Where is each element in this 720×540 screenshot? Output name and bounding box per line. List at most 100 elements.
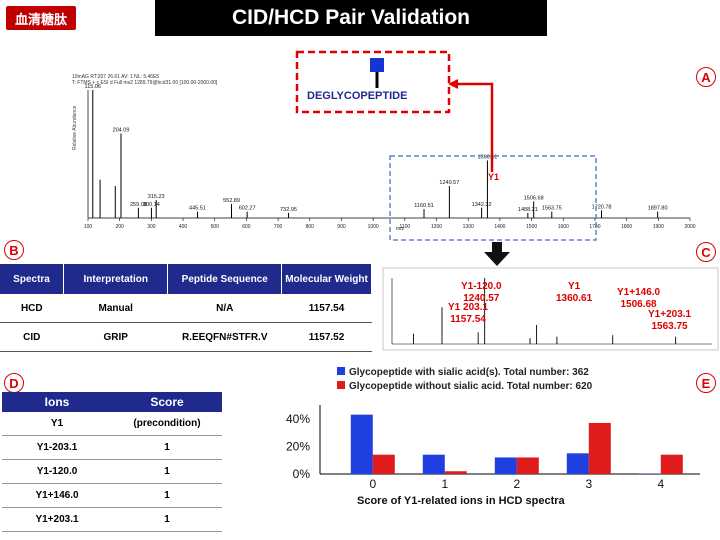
spectrum-xtick-label: 700 (274, 224, 283, 230)
spectrum-xtick-label: 1600 (558, 224, 569, 230)
chart-xlabel: Score of Y1-related ions in HCD spectra (357, 495, 565, 507)
legend-swatch-red-icon (337, 381, 345, 389)
table-b-cell: R.EEQFN#STFR.V (167, 322, 282, 352)
table-d-cell: 1 (112, 459, 222, 484)
panel-label-a: A (696, 67, 716, 87)
legend-item: Glycopeptide without sialic acid. Total … (337, 380, 592, 394)
table-d-col-ions: Ions (2, 392, 112, 412)
legend-swatch-blue-icon (337, 367, 345, 375)
table-b-header: Spectra Interpretation Peptide Sequence … (0, 264, 372, 294)
spectrum-peak-label: 445.51 (189, 206, 206, 212)
panel-label-d: D (4, 373, 24, 393)
zoom-label-mz: 1157.54 (450, 314, 486, 325)
table-b-col-sequence: Peptide Sequence (167, 264, 283, 294)
chart-xtick-label: 2 (513, 477, 520, 491)
spectrum-header-line1: 10mAG RT:207 26.61 AV: 1 NL: 5.46E5 (72, 74, 160, 80)
table-b-col-spectra: Spectra (0, 264, 65, 294)
table-b-col-weight: Molecular Weight (281, 264, 372, 294)
panel-label-c: C (696, 242, 716, 262)
spectrum-peak-label: 1563.75 (542, 206, 562, 212)
table-d-cell: Y1-203.1 (2, 435, 112, 460)
chart-xtick-label: 4 (657, 477, 664, 491)
table-d-cell: Y1-120.0 (2, 459, 112, 484)
bar-chart: 0% 20% 40% 0 1 2 3 4 (286, 405, 700, 491)
table-d-col-score: Score (112, 392, 222, 412)
chart-bar (372, 454, 395, 474)
spectrum-xtick-label: 400 (179, 224, 188, 230)
spectrum-xtick-label: 1400 (494, 224, 505, 230)
chart-xtick-label: 1 (441, 477, 448, 491)
spectrum-xtick-label: 500 (211, 224, 220, 230)
spectrum-peak-label: 259.08 (130, 202, 147, 208)
zoom-label-text: Y1-120.0 (461, 281, 502, 292)
spectrum-xtick-label: 900 (337, 224, 346, 230)
table-d-cell: Y1 (2, 412, 112, 436)
table-row: HCD Manual N/A 1157.54 (0, 294, 372, 323)
zoom-label-text: Y1+203.1 (648, 309, 692, 320)
page-title: CID/HCD Pair Validation (155, 0, 547, 36)
spectrum-xtick-label: 100 (84, 224, 93, 230)
chart-xtick-label: 0 (369, 477, 376, 491)
table-b-cell: Manual (63, 294, 168, 323)
spectrum-peak-label: 315.23 (148, 194, 165, 200)
zoom-label-text: Y1+146.0 (617, 287, 661, 298)
table-b-cell: N/A (167, 294, 282, 323)
table-b-cell: 1157.52 (281, 322, 372, 352)
spectrum-xtick-label: 600 (242, 224, 251, 230)
chart-bar (494, 457, 517, 474)
zoom-label-text: Y1 (567, 281, 581, 292)
table-row: CID GRIP R.EEQFN#STFR.V 1157.52 (0, 322, 372, 352)
table-b-cell: GRIP (63, 322, 168, 352)
spectrum-xtick-label: 1800 (621, 224, 632, 230)
spectrum-peak-label: 1342.32 (472, 202, 492, 208)
zoom-label-y1: Y1 1360.61 (556, 281, 592, 305)
chart-ytick-label: 0% (293, 467, 311, 481)
chart-xtick-label: 3 (585, 477, 592, 491)
zoom-label-y1-120: Y1-120.0 1240.57 (461, 281, 502, 305)
spectrum-xtick-label: 1500 (526, 224, 537, 230)
brand-badge: 血清糖肽 (6, 6, 76, 30)
zoom-label-mz: 1240.57 (463, 293, 500, 304)
table-d-cell: Y1+146.0 (2, 483, 112, 508)
zoom-label-y1-146: Y1+146.0 1506.68 (617, 287, 660, 311)
panel-label-e: E (696, 373, 716, 393)
chart-bar (566, 453, 589, 474)
spectrum-xtick-label: 2000 (684, 224, 695, 230)
y1-peak-label: Y1 (488, 172, 500, 182)
zoom-label-text: Y1 203.1 (448, 302, 489, 313)
deglyco-square-icon (370, 58, 384, 72)
chart-bar (660, 454, 683, 474)
table-d-cell: 1 (112, 483, 222, 508)
spectrum-plot: 100 200 300 400 500 600 700 800 900 1000 1100 1200 1… (84, 84, 696, 232)
zoom-frame (382, 267, 719, 351)
table-row: Y1+146.0 1 (2, 483, 222, 508)
spectrum-peak-label: 1897.80 (648, 206, 668, 212)
table-d-cell: (precondition) (112, 412, 222, 436)
zoom-spectrum (382, 267, 719, 351)
table-row: Y1-203.1 1 (2, 435, 222, 460)
chart-bar (444, 471, 467, 474)
spectrum-xtick-label: 300 (147, 224, 156, 230)
spectrum-peak-label: 732.95 (280, 207, 297, 213)
legend-item: Glycopeptide with sialic acid(s). Total … (337, 366, 592, 380)
table-row: Y1-120.0 1 (2, 459, 222, 484)
table-d: Ions Score Y1 (precondition) Y1-203.1 1 Y1… (2, 392, 222, 532)
spectrum-xtick-label: 1000 (368, 224, 379, 230)
spectrum-peak-label: 1506.68 (524, 195, 544, 201)
table-row: Y1+203.1 1 (2, 507, 222, 532)
spectrum-xtick-label: 1900 (653, 224, 664, 230)
legend-label: Glycopeptide without sialic acid. Total … (349, 381, 593, 392)
spectrum-header: 10mAG RT:207 26.61 AV: 1 NL: 5.46E5 T: F… (72, 74, 217, 86)
spectrum-peak-label: 204.09 (113, 128, 130, 134)
panel-label-b: B (4, 240, 24, 260)
table-b-cell: CID (0, 322, 64, 352)
chart-bar (588, 422, 611, 474)
zoom-box (389, 155, 597, 241)
spectrum-xtick-label: 1100 (399, 224, 410, 230)
table-d-cell: 1 (112, 435, 222, 460)
spectrum-peak-label: 552.89 (223, 198, 240, 204)
deglyco-box (295, 50, 451, 114)
zoom-label-y1-203: Y1 203.1 1157.54 (448, 302, 488, 326)
table-row: Y1 (precondition) (2, 412, 222, 436)
